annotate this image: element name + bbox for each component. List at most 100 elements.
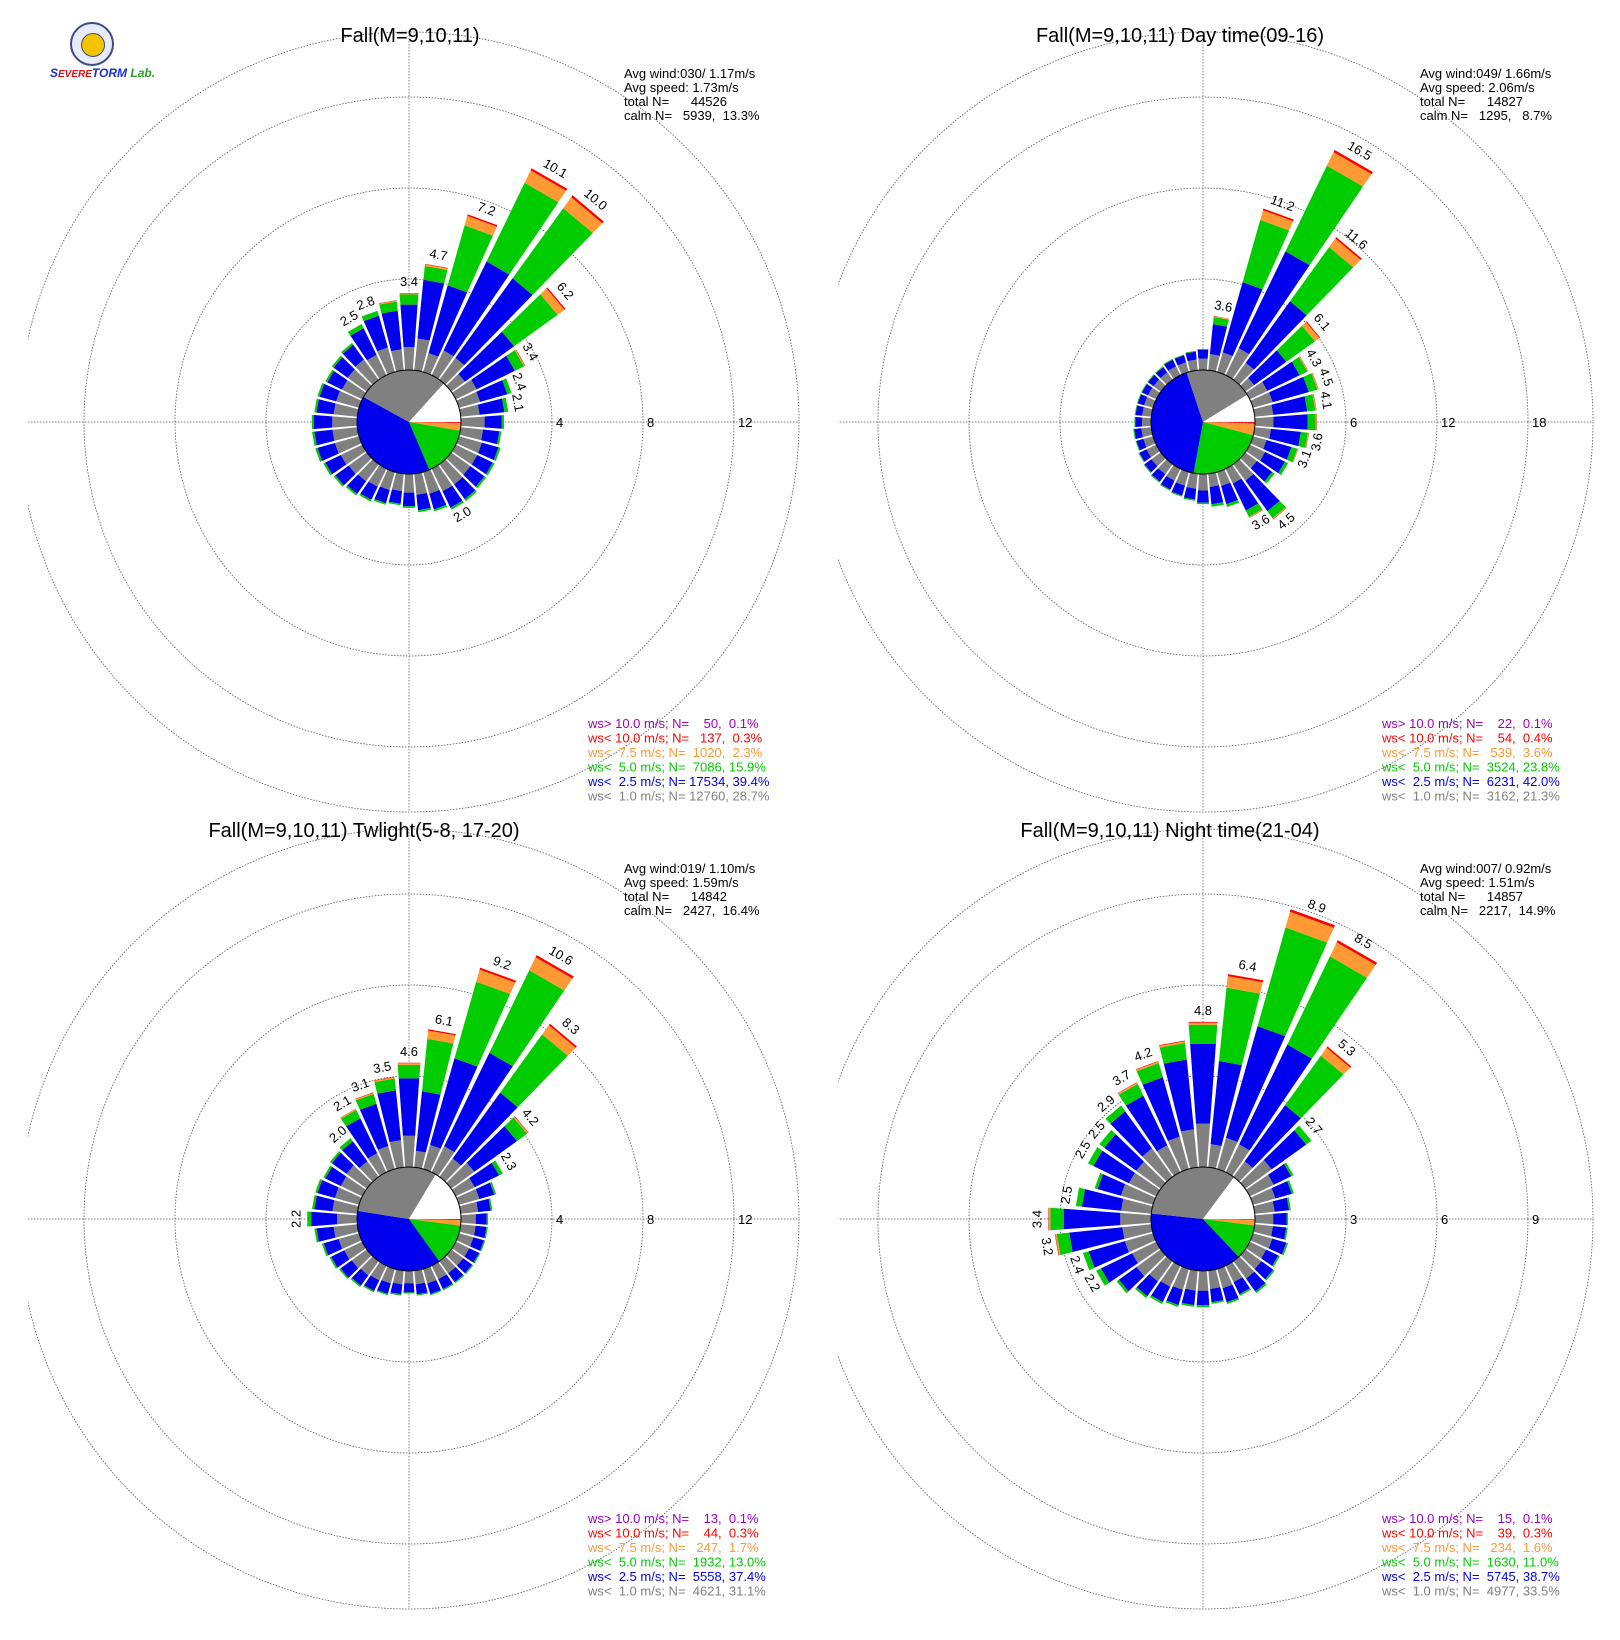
bar-segment-20deg	[428, 285, 468, 357]
bar-segment-270deg	[1135, 417, 1142, 427]
bar-segment-250deg	[317, 443, 339, 461]
bar-value-label: 3.4	[400, 274, 418, 289]
bar-segment-320deg	[1155, 366, 1164, 374]
bar-segment-50deg	[1240, 1159, 1272, 1189]
bar-segment-150deg	[1233, 1277, 1250, 1295]
bar-segment-300deg	[1093, 1150, 1135, 1184]
bar-segment-200deg	[377, 1280, 391, 1294]
bar-segment-10deg	[424, 264, 448, 270]
bar-segment-230deg	[1143, 464, 1152, 474]
bar-segment-350deg	[1185, 350, 1196, 354]
legend-entry: ws< 2.5 m/s; N= 5558, 37.4%	[587, 1569, 766, 1584]
bar-segment-270deg	[1048, 1207, 1051, 1231]
bar-segment-20deg	[464, 215, 497, 236]
bar-value-label: 6.2	[554, 279, 577, 302]
bar-segment-200deg	[376, 1290, 388, 1296]
bar-segment-210deg	[1160, 476, 1175, 490]
bar-segment-170deg	[414, 1269, 426, 1285]
bar-segment-310deg	[1104, 1134, 1144, 1171]
bar-segment-40deg	[1335, 237, 1362, 260]
bar-segment-150deg	[431, 1262, 447, 1280]
bar-value-label: 4.2	[1132, 1044, 1154, 1064]
bar-segment-30deg	[431, 350, 454, 379]
bar-segment-280deg	[314, 1195, 335, 1212]
stat-line: calm N= 2427, 16.4%	[624, 903, 760, 918]
bar-segment-50deg	[504, 1117, 528, 1142]
bar-value-label: 4.7	[428, 246, 448, 264]
bar-segment-300deg	[1147, 387, 1160, 400]
bar-segment-270deg	[1120, 1212, 1152, 1226]
ring-label: 4	[556, 415, 563, 430]
bar-segment-50deg	[446, 373, 465, 392]
bar-value-label: 4.3	[1303, 346, 1325, 369]
bar-segment-180deg	[403, 1283, 415, 1293]
bar-segment-300deg	[1141, 383, 1153, 396]
bar-segment-220deg	[1135, 1287, 1148, 1299]
bar-segment-350deg	[391, 349, 404, 372]
bar-segment-40deg	[439, 357, 465, 385]
bar-segment-270deg	[311, 1211, 338, 1227]
bar-segment-40deg	[542, 1025, 576, 1056]
bar-segment-0deg	[1188, 1021, 1218, 1023]
bar-segment-340deg	[355, 1092, 374, 1100]
bar-segment-30deg	[1330, 942, 1376, 978]
bar-segment-40deg	[1320, 1047, 1351, 1075]
bar-value-label: 2.5	[1057, 1185, 1075, 1205]
bar-segment-220deg	[1136, 1274, 1158, 1297]
bar-segment-70deg	[476, 380, 508, 402]
bar-segment-10deg	[1208, 354, 1220, 372]
bar-segment-70deg	[1250, 1188, 1276, 1205]
bar-segment-100deg	[484, 1226, 488, 1239]
bar-segment-290deg	[1136, 393, 1142, 404]
bar-segment-10deg	[1210, 1061, 1242, 1146]
bar-segment-40deg	[548, 1023, 577, 1048]
windrose-panel-1: 4 8 123.44.77.210.110.06.23.42.42.12.02.52…	[28, 25, 800, 813]
bar-segment-160deg	[427, 1280, 441, 1294]
bar-segment-340deg	[377, 1146, 395, 1172]
bar-segment-260deg	[314, 429, 335, 446]
bar-segment-110deg	[1293, 448, 1299, 463]
bar-segment-50deg	[1305, 321, 1321, 338]
bar-segment-250deg	[1082, 1251, 1095, 1271]
legend-entry: ws> 10.0 m/s; N= 50, 0.1%	[587, 716, 759, 731]
bar-segment-20deg	[1260, 210, 1294, 231]
pie-slice	[1203, 1177, 1256, 1220]
bar-segment-300deg	[1141, 383, 1147, 393]
bar-segment-200deg	[373, 499, 386, 505]
bar-segment-40deg	[500, 1034, 568, 1108]
bar-segment-260deg	[1069, 1227, 1125, 1252]
bar-segment-110deg	[1250, 1233, 1273, 1249]
bar-segment-140deg	[439, 1256, 456, 1274]
bar-segment-200deg	[1172, 1266, 1189, 1290]
ring-circle	[1059, 1075, 1347, 1363]
bar-segment-90deg	[1273, 414, 1308, 430]
bar-segment-260deg	[332, 427, 359, 441]
bar-segment-40deg	[571, 195, 604, 224]
bar-value-label: 6.1	[434, 1011, 454, 1029]
bar-segment-150deg	[442, 1283, 454, 1291]
bar-segment-210deg	[363, 1285, 375, 1293]
bar-segment-330deg	[1117, 1082, 1137, 1094]
ring-label: 6	[1441, 1212, 1448, 1227]
ring-label: 4	[556, 1212, 563, 1227]
bar-segment-180deg	[1196, 1305, 1210, 1308]
stat-line: Avg speed: 2.06m/s	[1420, 80, 1535, 95]
bar-segment-210deg	[1166, 465, 1181, 481]
bar-segment-70deg	[1312, 372, 1319, 390]
bar-value-label: 3.4	[1029, 1210, 1044, 1228]
bar-segment-80deg	[477, 398, 505, 415]
bar-segment-10deg	[425, 263, 448, 269]
bar-segment-340deg	[1142, 1077, 1180, 1141]
ring-label: 9	[1532, 1212, 1539, 1227]
bar-segment-210deg	[368, 465, 387, 487]
bar-segment-290deg	[1097, 1174, 1126, 1196]
windrose-panel-4: 3 6 94.86.48.98.55.32.72.22.43.23.42.52.52…	[838, 820, 1594, 1610]
ring-label: 12	[1441, 415, 1455, 430]
bar-segment-10deg	[1219, 987, 1260, 1066]
bar-segment-220deg	[1151, 468, 1166, 482]
bar-segment-290deg	[317, 383, 325, 397]
bar-segment-30deg	[489, 970, 565, 1067]
bar-segment-330deg	[367, 1153, 387, 1176]
legend-entry: ws< 5.0 m/s; N= 1630, 11.0%	[1381, 1555, 1559, 1570]
bar-segment-190deg	[1183, 497, 1196, 501]
